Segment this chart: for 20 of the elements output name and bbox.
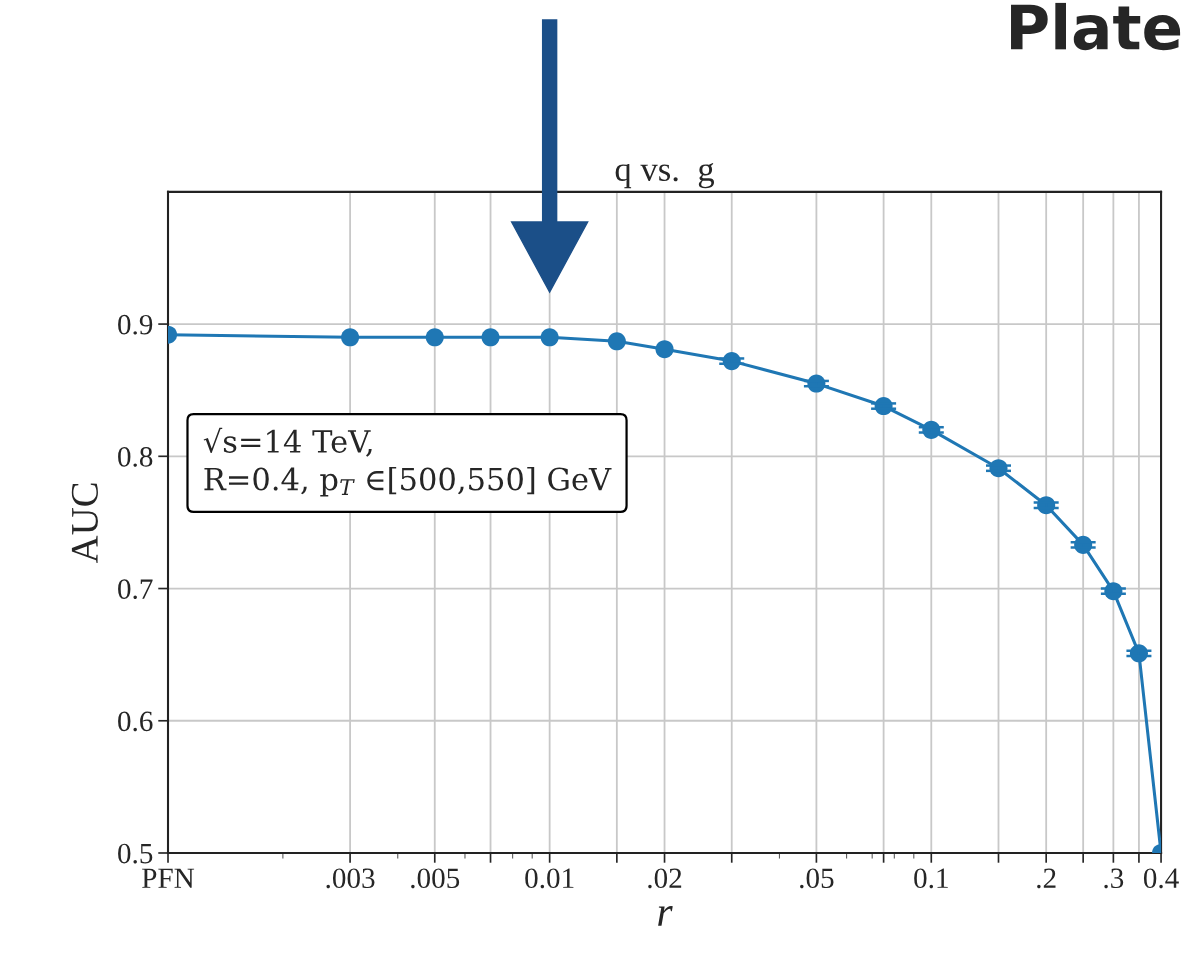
x-axis-title: r [658, 906, 673, 926]
x-tick-label: .3 [1104, 868, 1124, 889]
y-tick-label: 0.8 [118, 447, 153, 467]
y-tick-label: 0.5 [118, 843, 153, 864]
y-axis-title: AUC [71, 483, 98, 564]
x-tick-label: .2 [1037, 868, 1056, 889]
y-tick-label: 0.7 [118, 579, 153, 600]
text: Plate [1011, 2, 1181, 51]
x-tick-label: PFN [142, 868, 195, 888]
x-tick-label: 0.4 [1143, 868, 1179, 889]
x-tick-label: .02 [648, 868, 682, 889]
x-tick-label: .003 [326, 868, 375, 889]
x-tick-label: 0.1 [914, 868, 948, 889]
y-tick-label: 0.9 [118, 314, 153, 335]
y-tick-label: 0.6 [118, 711, 153, 732]
chart-title: q vs. g [615, 162, 715, 189]
annotation: √s=14 TeV, R=0.4, p$_{T}$ ∈[500,550] GeV [203, 427, 612, 497]
x-tick-label: .005 [411, 868, 460, 889]
x-tick-label: .05 [800, 868, 834, 889]
x-tick-label: 0.01 [525, 868, 574, 889]
